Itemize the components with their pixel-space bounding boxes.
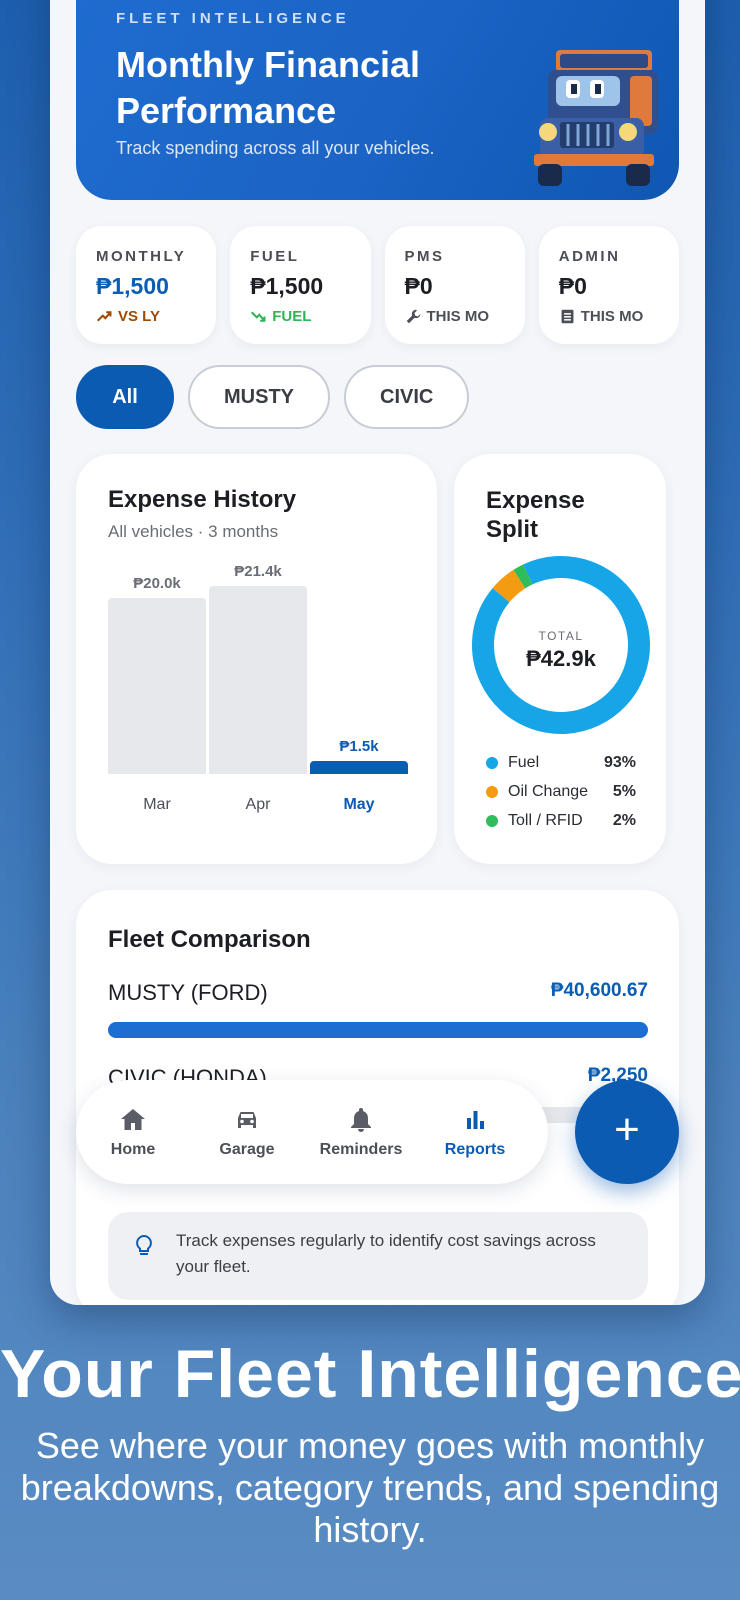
stat-card-monthly[interactable]: MONTHLY ₱1,500 VS LY (76, 226, 217, 344)
bar-value-label: ₱21.4k (234, 563, 282, 580)
bar (108, 598, 206, 774)
stat-card-pms[interactable]: PMS ₱0 THIS MO (384, 226, 525, 344)
bar-value-label: ₱20.0k (133, 575, 181, 593)
stat-sub: THIS MO (426, 308, 490, 325)
bar (209, 586, 307, 774)
promo-subtitle: See where your money goes with monthly b… (20, 1425, 720, 1550)
nav-label: Home (110, 1141, 156, 1158)
donut-total-label: TOTAL (538, 629, 584, 643)
legend-label: Fuel (508, 753, 540, 771)
fleet-progress-fill (108, 1022, 648, 1038)
stats-row: MONTHLY ₱1,500 VS LY FUEL ₱1,500 FUEL PM… (76, 226, 679, 344)
car-icon (238, 1112, 256, 1128)
app-screen: FLEET INTELLIGENCE Monthly Financial Per… (50, 0, 705, 1305)
vehicle-filter-chips: All MUSTY CIVIC (76, 365, 470, 429)
filter-chip-musty[interactable]: MUSTY (188, 365, 330, 429)
legend-swatch (486, 756, 498, 769)
stat-sub: THIS MO (580, 308, 644, 325)
trend-up-icon (96, 311, 112, 322)
legend-item: Toll / RFID 2% (486, 806, 636, 835)
bottom-nav: Home Garage Reminders Reports (76, 1080, 548, 1184)
nav-label: Reminders (319, 1141, 403, 1158)
home-icon (121, 1109, 145, 1130)
fleet-progress-track (108, 1022, 648, 1038)
expense-history-card: Expense History All vehicles · 3 months … (76, 454, 437, 864)
add-expense-button[interactable]: + (575, 1080, 679, 1184)
bar-category-label: May (343, 796, 375, 813)
donut-total-value: ₱42.9k (526, 646, 596, 671)
filter-chip-all[interactable]: All (76, 365, 174, 429)
expense-history-title: Expense History (108, 486, 297, 513)
donut-slice-toll-rfid[interactable] (470, 554, 652, 736)
bell-icon (351, 1108, 371, 1132)
nav-label: Garage (219, 1141, 275, 1158)
hero-eyebrow: FLEET INTELLIGENCE (116, 10, 350, 27)
stat-sub: FUEL (272, 308, 312, 325)
stat-value: ₱0 (558, 273, 587, 299)
donut-slice-oil-change[interactable] (470, 554, 652, 736)
savings-tip: Track expenses regularly to identify cos… (108, 1212, 648, 1300)
stat-card-fuel[interactable]: FUEL ₱1,500 FUEL (230, 226, 371, 344)
donut-slice-fuel[interactable] (470, 554, 652, 736)
lightbulb-icon (136, 1234, 152, 1255)
expense-history-subtitle: All vehicles · 3 months (108, 522, 279, 541)
legend-label: Oil Change (508, 782, 589, 800)
nav-item-reminders[interactable]: Reminders (304, 1080, 418, 1184)
legend-swatch (486, 814, 498, 827)
stat-label: PMS (404, 248, 445, 265)
stat-label: FUEL (250, 248, 300, 265)
bar (310, 760, 408, 774)
legend-swatch (486, 785, 498, 798)
hero-subtitle: Track spending across all your vehicles. (116, 138, 435, 158)
nav-item-home[interactable]: Home (76, 1080, 190, 1184)
page-title: Monthly Financial Performance (116, 44, 421, 131)
nav-item-garage[interactable]: Garage (190, 1080, 304, 1184)
bar-category-label: Apr (245, 796, 271, 813)
expense-split-card: Expense Split TOTAL ₱42.9k Fuel 93% Oil Ch… (454, 454, 666, 864)
receipt-icon (561, 309, 574, 324)
expense-split-title: Expense Split (486, 487, 585, 543)
bar-value-label: ₱1.5k (339, 737, 379, 755)
bar-column-may[interactable]: ₱1.5k May (310, 554, 408, 813)
promo-title: Your Fleet Intelligence (0, 1336, 740, 1412)
fleet-vehicle-name: MUSTY (FORD) (108, 980, 268, 1005)
stat-label: MONTHLY (96, 248, 187, 265)
nav-item-reports[interactable]: Reports (418, 1080, 532, 1184)
stat-value: ₱1,500 (96, 273, 169, 299)
stat-value: ₱0 (404, 273, 433, 299)
stat-value: ₱1,500 (250, 273, 324, 299)
nav-label: Reports (444, 1141, 506, 1158)
fleet-vehicle-amount: ₱40,600.67 (550, 980, 648, 1001)
bar-column-mar[interactable]: ₱20.0k Mar (108, 554, 206, 813)
bar-chart-icon (467, 1111, 484, 1129)
legend-percent: 2% (612, 811, 636, 829)
savings-tip-text: Track expenses regularly to identify cos… (176, 1231, 596, 1276)
bar-column-apr[interactable]: ₱21.4k Apr (209, 554, 307, 813)
stat-sub: VS LY (118, 308, 160, 325)
wrench-icon (406, 309, 420, 324)
bar-category-label: Mar (143, 796, 171, 813)
stat-card-admin[interactable]: ADMIN ₱0 THIS MO (538, 226, 679, 344)
hero-banner: FLEET INTELLIGENCE Monthly Financial Per… (76, 0, 679, 200)
legend-percent: 93% (603, 753, 636, 771)
expense-donut-chart (470, 554, 652, 736)
legend-percent: 5% (612, 782, 636, 800)
jeepney-mascot-icon (534, 50, 658, 186)
fleet-comparison-title: Fleet Comparison (108, 926, 311, 953)
expense-bar-chart: ₱20.0k Mar ₱21.4k Apr ₱1.5k May (108, 554, 408, 814)
trend-down-icon (251, 311, 266, 322)
stat-label: ADMIN (558, 248, 621, 265)
legend-item: Oil Change 5% (486, 777, 636, 806)
filter-chip-civic[interactable]: CIVIC (344, 365, 470, 429)
legend-label: Toll / RFID (508, 811, 583, 829)
expense-legend: Fuel 93% Oil Change 5% Toll / RFID 2% (486, 748, 636, 835)
legend-item: Fuel 93% (486, 748, 636, 777)
